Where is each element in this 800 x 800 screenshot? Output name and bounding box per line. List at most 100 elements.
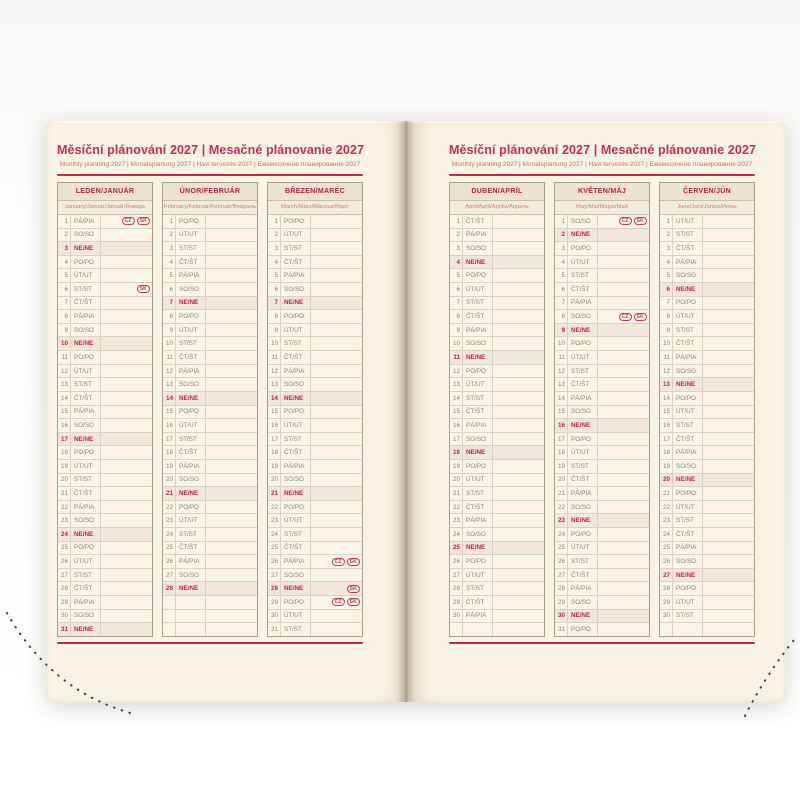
weekday-label: ÚT/UT: [463, 283, 493, 296]
day-note-cell: [598, 324, 649, 337]
day-number: 28: [450, 582, 463, 596]
cz-holiday-badge: CZ: [618, 217, 632, 226]
day-note-cell: [311, 514, 362, 527]
day-note-cell: [598, 446, 649, 459]
day-row: [450, 623, 544, 636]
day-row: 23 SO/SO: [58, 514, 152, 529]
day-note-cell: [703, 487, 754, 500]
day-note-cell: [703, 310, 754, 323]
day-number: 30: [660, 609, 673, 623]
day-row: 27 SO/SO: [163, 568, 257, 583]
day-row: 17 NE/NE: [58, 432, 152, 447]
day-number: 15: [555, 405, 568, 419]
day-number: 4: [163, 255, 176, 269]
day-row: 20 ÚT/UT: [450, 473, 544, 488]
day-note-cell: [311, 351, 362, 364]
weekday-label: PO/PO: [568, 242, 598, 255]
weekday-label: NE/NE: [176, 391, 206, 405]
day-row: 22 SO/SO: [555, 500, 649, 515]
day-row: 4 ČT/ŠT: [163, 255, 257, 270]
day-row: 29 ČT/ŠT: [450, 596, 544, 610]
day-number: 23: [58, 514, 71, 528]
day-note-cell: [101, 569, 152, 582]
day-note-cell: [703, 528, 754, 541]
day-row: 24 ČT/ŠT: [660, 528, 754, 542]
day-note-cell: [311, 446, 362, 459]
day-note-cell: [598, 351, 649, 364]
weekday-label: ST/ST: [568, 459, 598, 473]
day-note-cell: [311, 269, 362, 282]
weekday-label: ÚT/UT: [176, 514, 206, 528]
day-note-cell: [311, 365, 362, 378]
day-note-cell: [703, 446, 754, 459]
day-row: 13 ÚT/UT: [450, 378, 544, 392]
weekday-label: ST/ST: [568, 555, 598, 568]
day-note-cell: [493, 310, 544, 323]
month-table: KVĚTEN/MÁJ May/Mai/Május/Май 1 SO/SO CZ S…: [554, 182, 650, 637]
weekday-label: ČT/ŠT: [463, 500, 493, 514]
day-note-cell: [206, 487, 257, 500]
day-note-cell: [311, 392, 362, 405]
day-note-cell: [101, 378, 152, 391]
day-number: 7: [268, 296, 281, 310]
day-note-cell: [206, 269, 257, 282]
weekday-label: ÚT/UT: [673, 215, 703, 228]
day-number: 2: [163, 228, 176, 242]
weekday-label: PÁ/PIA: [71, 405, 101, 419]
sk-holiday-badge: SK: [633, 312, 647, 321]
day-number: 8: [163, 310, 176, 323]
day-row: 14 ČT/ŠT: [58, 391, 152, 406]
weekday-label: ČT/ŠT: [673, 432, 703, 446]
day-row: 15 PO/PO: [163, 405, 257, 420]
day-row: 21 PÁ/PIA: [555, 487, 649, 501]
day-row: 6 ST/ST SK: [58, 283, 152, 297]
day-note-cell: [101, 623, 152, 636]
day-number: 26: [268, 555, 281, 568]
day-note-cell: [493, 392, 544, 405]
day-number: 8: [268, 310, 281, 323]
day-number: 4: [555, 255, 568, 269]
weekday-label: PÁ/PIA: [281, 269, 311, 283]
day-row: 27 ÚT/UT: [450, 568, 544, 583]
day-row: 8 PO/PO: [268, 310, 362, 324]
weekday-label: NE/NE: [568, 514, 598, 528]
day-note-cell: [598, 433, 649, 446]
day-note-cell: [311, 242, 362, 255]
day-note-cell: CZ SK: [311, 596, 362, 609]
day-number: 21: [268, 487, 281, 500]
day-row: 12 PO/PO: [450, 364, 544, 379]
day-number: 27: [555, 568, 568, 582]
day-note-cell: [493, 596, 544, 609]
day-row: 4 PÁ/PIA: [660, 255, 754, 270]
day-note-cell: [703, 474, 754, 487]
day-number: 18: [58, 446, 71, 459]
day-number: 21: [163, 487, 176, 500]
weekday-label: ST/ST: [281, 432, 311, 446]
weekday-label: [176, 623, 206, 636]
day-row: 22 PO/PO: [268, 500, 362, 515]
weekday-label: ÚT/UT: [568, 541, 598, 555]
day-note-cell: [206, 378, 257, 391]
day-note-cell: [493, 419, 544, 432]
day-number: 16: [660, 419, 673, 432]
day-note-cell: [493, 528, 544, 541]
day-note-cell: [101, 460, 152, 473]
day-row: 1 ČT/ŠT: [450, 215, 544, 229]
weekday-label: NE/NE: [71, 432, 101, 446]
day-row: 29 SO/SO: [555, 596, 649, 610]
day-number: 11: [268, 351, 281, 364]
day-row: 14 NE/NE: [268, 391, 362, 406]
day-row: [660, 623, 754, 636]
day-number: 16: [450, 419, 463, 432]
day-row: 10 ST/ST: [268, 337, 362, 352]
day-note-cell: [206, 610, 257, 623]
weekday-label: ST/ST: [568, 269, 598, 283]
weekday-label: NE/NE: [71, 623, 101, 636]
day-note-cell: [311, 324, 362, 337]
weekday-label: ÚT/UT: [71, 364, 101, 378]
day-note-cell: [101, 310, 152, 323]
weekday-label: ÚT/UT: [176, 419, 206, 432]
weekday-label: SO/SO: [568, 405, 598, 419]
day-row: 3 ST/ST: [163, 242, 257, 256]
day-row: 25 PO/PO: [58, 541, 152, 556]
